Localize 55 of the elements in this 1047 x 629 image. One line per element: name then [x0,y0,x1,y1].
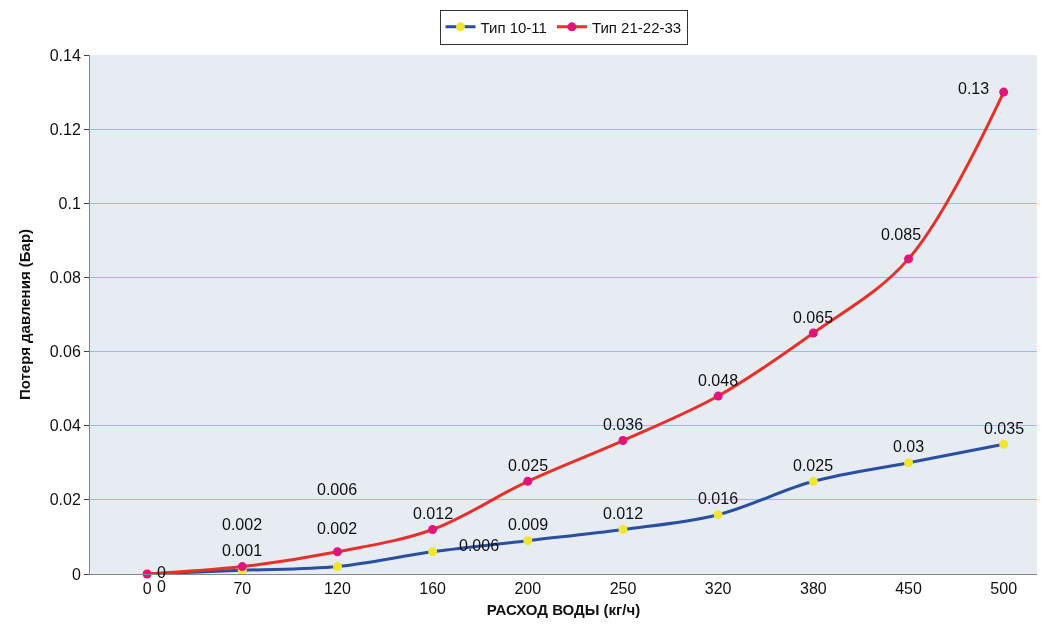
x-tick-label: 200 [514,580,542,598]
data-label: 0.025 [508,457,549,474]
data-label: 0.13 [958,80,990,97]
x-tick-label: 160 [419,580,447,598]
y-tick-label: 0.06 [49,343,81,361]
x-tick-label: 450 [895,580,922,598]
y-axis-title: Потеря давления (Бар) [15,228,33,401]
x-tick-label: 120 [324,580,351,598]
data-label: 0.025 [793,457,834,474]
y-tick-label: 0.1 [58,194,81,212]
point [523,476,533,486]
x-tick-label: 380 [799,580,827,598]
x-tick-label: 250 [609,580,637,598]
data-label: 0.035 [984,420,1025,437]
x-tick-label: 0 [142,580,152,598]
y-tick-label: 0 [71,565,81,583]
y-tick-label: 0.08 [49,269,81,287]
data-label: 0.016 [698,490,739,507]
data-label: 0.012 [413,505,454,522]
data-label: 0.002 [317,520,358,537]
point [999,439,1009,449]
legend-label: Тип 21-22-33 [591,18,682,36]
point [523,536,533,546]
y-tick-label: 0.12 [49,120,81,138]
y-tick-label: 0.02 [49,491,81,509]
y-tick-label: 0.14 [49,46,81,64]
data-label: 0.001 [222,542,263,559]
data-label: 0.085 [881,226,922,243]
point [332,547,342,557]
x-tick-label: 500 [990,580,1018,598]
data-label: 0.065 [793,309,834,326]
point [713,391,723,401]
x-axis-title: РАСХОД ВОДЫ (кг/ч) [486,601,641,619]
x-tick-label: 320 [704,580,732,598]
point [428,525,438,535]
point [618,525,628,535]
legend-label: Тип 10-11 [480,18,547,36]
point [428,547,438,557]
point [713,510,723,520]
data-label: 0.002 [222,516,263,533]
data-label: 0.012 [603,505,644,522]
point [808,328,818,338]
data-label: 0.036 [603,416,644,433]
point [904,254,914,264]
data-label: 0.006 [317,481,358,498]
x-tick-label: 70 [233,580,252,598]
point [332,562,342,572]
y-tick-label: 0.04 [49,417,81,435]
data-label: 0.009 [508,516,549,533]
point [618,436,628,446]
data-label: 0.03 [893,438,925,455]
point [904,458,914,468]
data-label: 0.048 [698,372,739,389]
point [999,87,1009,97]
point [808,476,818,486]
